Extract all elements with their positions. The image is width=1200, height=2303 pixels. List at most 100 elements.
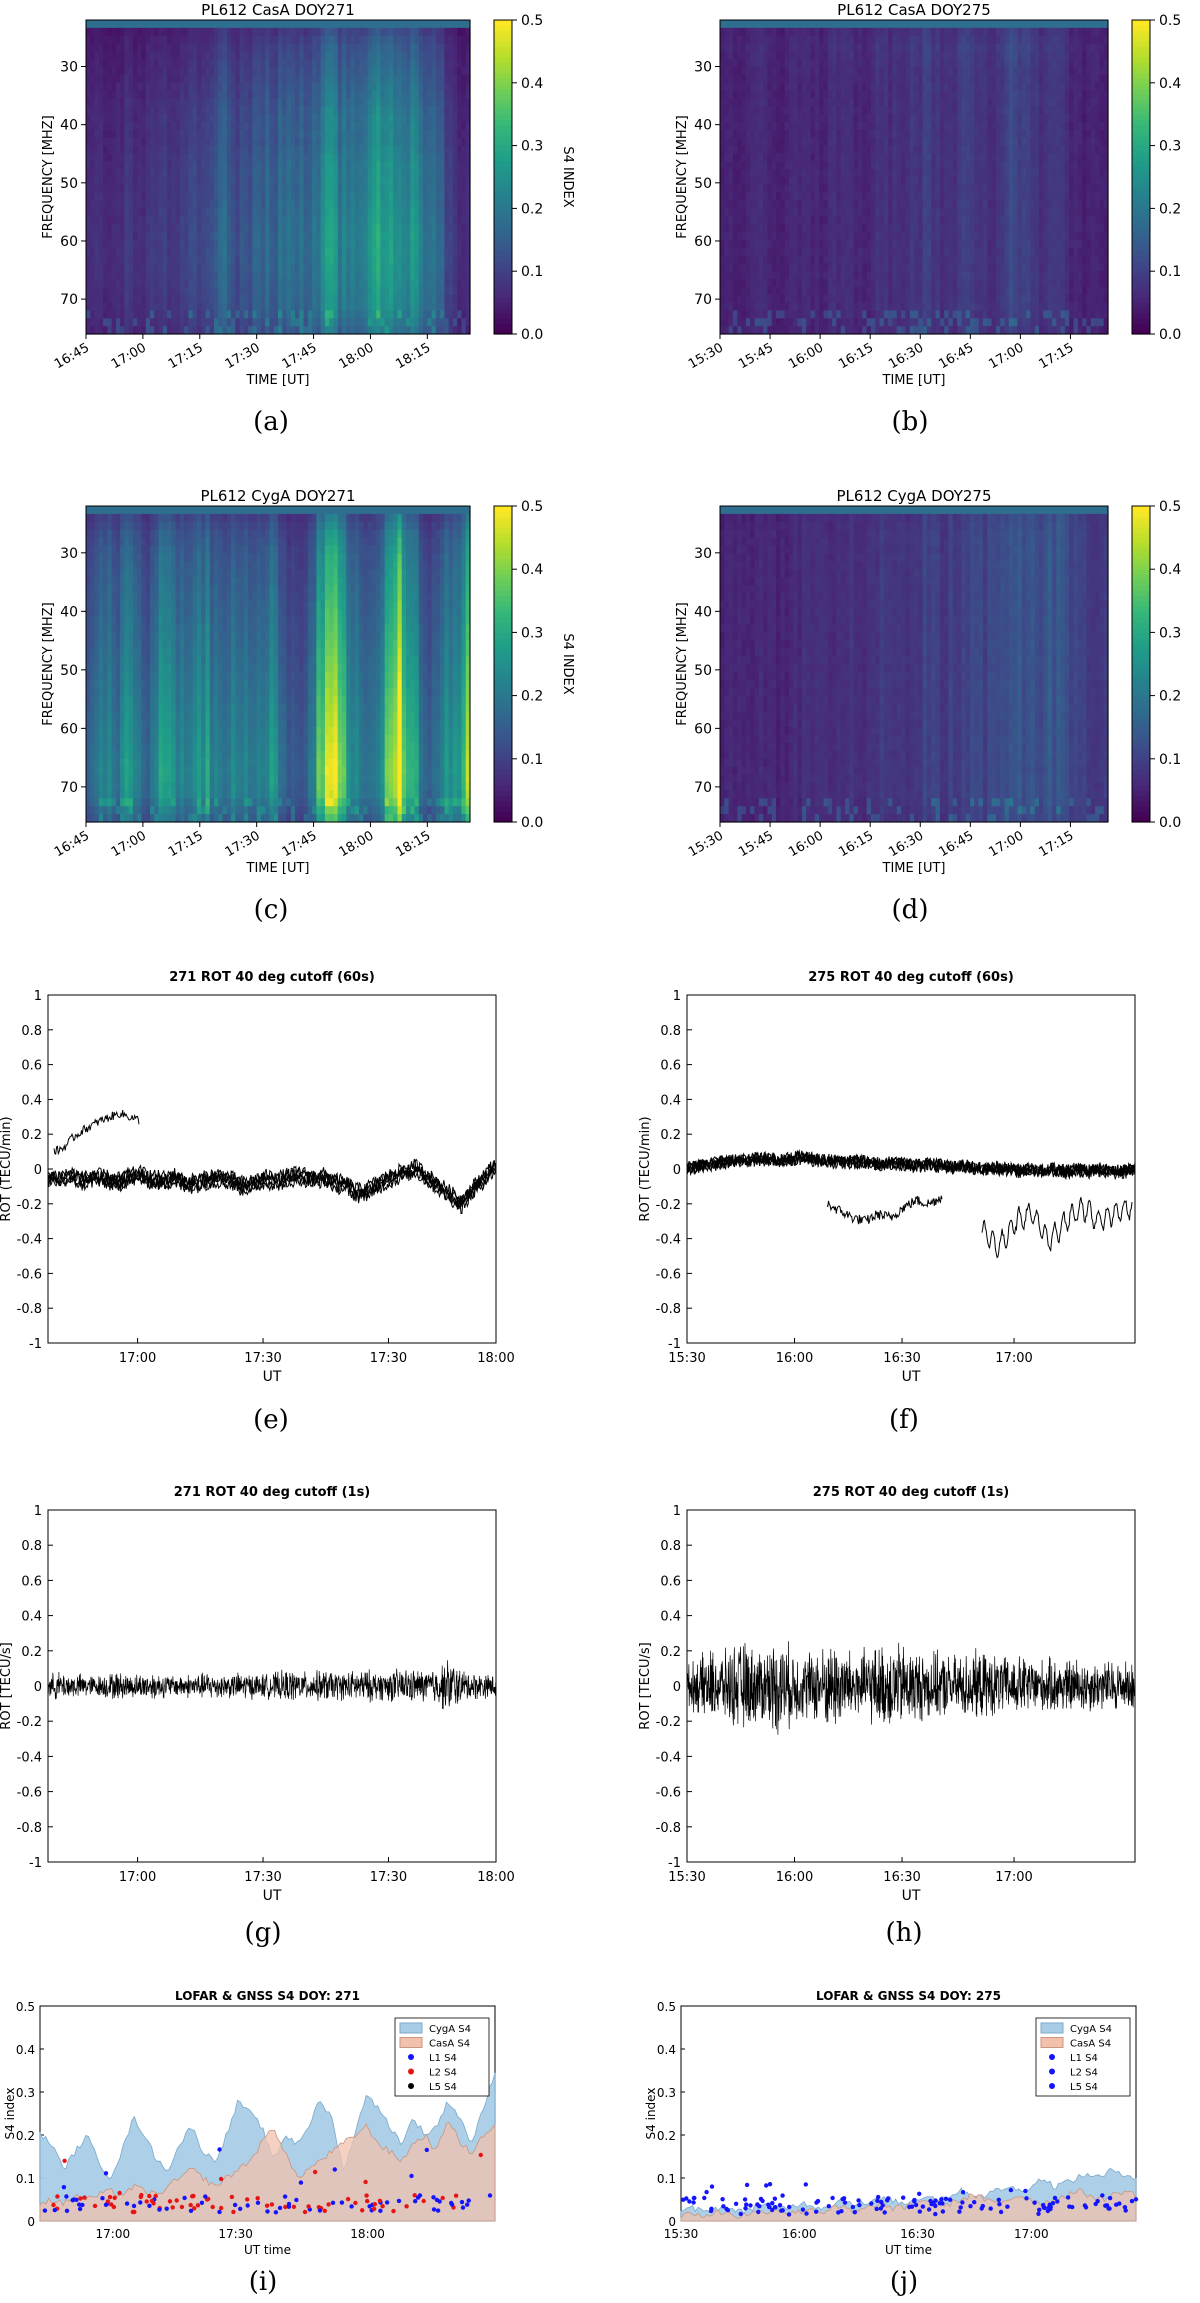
heatmap-cell bbox=[159, 83, 164, 91]
heatmap-cell bbox=[457, 240, 462, 248]
heatmap-cell bbox=[184, 106, 189, 114]
heatmap-cell bbox=[785, 161, 790, 169]
heatmap-cell bbox=[304, 20, 309, 28]
heatmap-cell bbox=[406, 318, 411, 326]
heatmap-cell bbox=[415, 138, 420, 146]
heatmap-cell bbox=[120, 295, 125, 303]
heatmap-cell bbox=[137, 271, 142, 279]
heatmap-cell bbox=[171, 256, 176, 264]
heatmap-cell bbox=[733, 216, 738, 224]
heatmap-cell bbox=[154, 114, 159, 122]
heatmap-cell bbox=[321, 130, 326, 138]
heatmap-cell bbox=[333, 177, 338, 185]
heatmap-cell bbox=[329, 318, 334, 326]
heatmap-cell bbox=[828, 99, 833, 107]
heatmap-cell bbox=[116, 28, 121, 36]
heatmap-cell bbox=[201, 326, 206, 334]
heatmap-cell bbox=[432, 185, 437, 193]
heatmap-cell bbox=[811, 310, 816, 318]
heatmap-cell bbox=[772, 248, 777, 256]
heatmap-cell bbox=[240, 303, 245, 311]
heatmap-cell bbox=[95, 208, 100, 216]
heatmap-cell bbox=[841, 271, 846, 279]
heatmap-cell bbox=[112, 232, 117, 240]
heatmap-cell bbox=[767, 177, 772, 185]
heatmap-cell bbox=[402, 28, 407, 36]
heatmap-cell bbox=[720, 20, 725, 28]
heatmap-cell bbox=[248, 295, 253, 303]
heatmap-cell bbox=[124, 240, 129, 248]
heatmap-cell bbox=[798, 287, 803, 295]
heatmap-cell bbox=[316, 99, 321, 107]
heatmap-cell bbox=[845, 122, 850, 130]
heatmap-cell bbox=[163, 67, 168, 75]
heatmap-cell bbox=[227, 122, 232, 130]
heatmap-cell bbox=[772, 295, 777, 303]
heatmap-cell bbox=[385, 153, 390, 161]
heatmap-cell bbox=[763, 146, 768, 154]
heatmap-cell bbox=[227, 310, 232, 318]
heatmap-cell bbox=[436, 279, 441, 287]
heatmap-cell bbox=[359, 201, 364, 209]
heatmap-cell bbox=[223, 106, 228, 114]
heatmap-cell bbox=[724, 161, 729, 169]
heatmap-cell bbox=[772, 161, 777, 169]
heatmap-cell bbox=[99, 303, 104, 311]
heatmap-cell bbox=[772, 20, 777, 28]
heatmap-cell bbox=[368, 256, 373, 264]
heatmap-cell bbox=[772, 122, 777, 130]
heatmap-cell bbox=[316, 44, 321, 52]
heatmap-cell bbox=[146, 75, 151, 83]
heatmap-cell bbox=[201, 91, 206, 99]
heatmap-cell bbox=[159, 193, 164, 201]
heatmap-cell bbox=[720, 67, 725, 75]
heatmap-cell bbox=[385, 83, 390, 91]
heatmap-cell bbox=[461, 146, 466, 154]
heatmap-cell bbox=[308, 271, 313, 279]
heatmap-cell bbox=[815, 193, 820, 201]
heatmap-cell bbox=[845, 318, 850, 326]
heatmap-cell bbox=[129, 287, 134, 295]
heatmap-cell bbox=[389, 326, 394, 334]
heatmap-cell bbox=[103, 20, 108, 28]
heatmap-cell bbox=[321, 318, 326, 326]
heatmap-cell bbox=[163, 153, 168, 161]
heatmap-cell bbox=[299, 271, 304, 279]
heatmap-cell bbox=[724, 287, 729, 295]
heatmap-cell bbox=[261, 83, 266, 91]
heatmap-cell bbox=[380, 146, 385, 154]
heatmap-cell bbox=[355, 59, 360, 67]
heatmap-cell bbox=[720, 91, 725, 99]
heatmap-cell bbox=[176, 256, 181, 264]
heatmap-cell bbox=[389, 99, 394, 107]
heatmap-cell bbox=[737, 138, 742, 146]
heatmap-cell bbox=[316, 106, 321, 114]
heatmap-cell bbox=[304, 295, 309, 303]
heatmap-cell bbox=[112, 279, 117, 287]
heatmap-cell bbox=[146, 99, 151, 107]
heatmap-cell bbox=[832, 232, 837, 240]
heatmap-cell bbox=[304, 216, 309, 224]
heatmap-cell bbox=[828, 161, 833, 169]
heatmap-cell bbox=[767, 303, 772, 311]
heatmap-cell bbox=[287, 130, 292, 138]
heatmap-cell bbox=[389, 75, 394, 83]
heatmap-cell bbox=[99, 83, 104, 91]
heatmap-cell bbox=[453, 36, 458, 44]
heatmap-cell bbox=[397, 146, 402, 154]
heatmap-cell bbox=[754, 51, 759, 59]
heatmap-cell bbox=[453, 83, 458, 91]
heatmap-cell bbox=[355, 114, 360, 122]
heatmap-cell bbox=[184, 130, 189, 138]
heatmap-cell bbox=[737, 122, 742, 130]
heatmap-cell bbox=[95, 216, 100, 224]
heatmap-cell bbox=[729, 106, 734, 114]
heatmap-cell bbox=[150, 240, 155, 248]
heatmap-cell bbox=[240, 208, 245, 216]
heatmap-cell bbox=[201, 28, 206, 36]
heatmap-cell bbox=[116, 83, 121, 91]
heatmap-cell bbox=[180, 146, 185, 154]
heatmap-cell bbox=[325, 263, 330, 271]
heatmap-cell bbox=[750, 20, 755, 28]
heatmap-cell bbox=[171, 208, 176, 216]
